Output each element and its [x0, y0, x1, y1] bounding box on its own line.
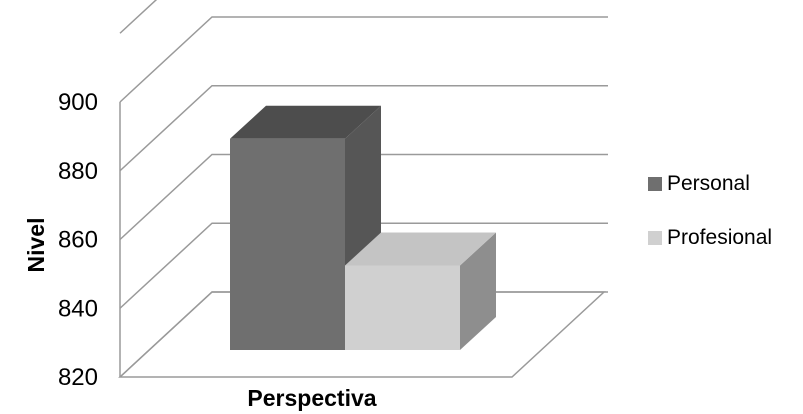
gridline — [119, 85, 608, 172]
bar-top-face — [230, 105, 381, 139]
x-axis-title: Perspectiva — [247, 385, 376, 411]
gridline — [119, 153, 608, 241]
legend-label-profesional: Profesional — [667, 226, 772, 249]
legend: Personal Profesional — [648, 172, 772, 249]
y-tick-label: 900 — [58, 89, 98, 116]
y-tick-label: 860 — [58, 227, 98, 254]
legend-swatch-personal — [648, 177, 662, 191]
gridline — [119, 0, 158, 34]
gridline — [119, 16, 608, 103]
chart-walls — [118, 0, 608, 378]
y-tick-label: 820 — [58, 364, 98, 391]
y-axis-title: Nivel — [23, 218, 49, 273]
bar-front-face — [230, 138, 345, 350]
y-tick-label: 880 — [58, 158, 98, 185]
y-axis-ticks: 820 840 860 880 900 — [58, 89, 98, 391]
gridline — [119, 222, 608, 309]
y-tick-label: 840 — [58, 295, 98, 322]
legend-label-personal: Personal — [667, 172, 750, 195]
legend-swatch-profesional — [648, 231, 662, 245]
bar-profesional — [345, 232, 496, 350]
bar-top-face — [345, 232, 496, 266]
bar-front-face — [345, 265, 460, 350]
chart-bars — [230, 105, 496, 350]
bar-side-face — [460, 232, 496, 350]
